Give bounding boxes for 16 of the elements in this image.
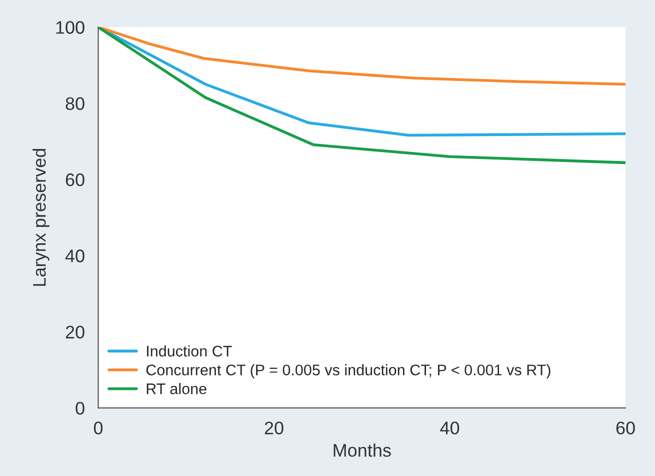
y-tick-label: 100 xyxy=(56,21,84,34)
legend-label: Concurrent CT (P = 0.005 vs induction CT; P < 0.001 vs RT) xyxy=(146,364,550,378)
legend-label: Induction CT xyxy=(147,345,232,357)
x-tick-label: 20 xyxy=(264,422,284,434)
line-series xyxy=(98,27,626,164)
y-tick-label: 20 xyxy=(66,326,84,338)
x-axis-title: Months xyxy=(334,444,391,457)
y-tick-label: 40 xyxy=(65,250,84,262)
y-axis-title: Larynx preserved xyxy=(32,148,50,286)
x-tick-label: 60 xyxy=(616,422,635,434)
legend-label: RT alone xyxy=(146,382,206,394)
y-tick-label: 60 xyxy=(66,173,84,186)
y-tick-label: 80 xyxy=(66,97,84,110)
x-tick-label: 40 xyxy=(440,422,460,434)
y-tick-label: 0 xyxy=(76,402,84,415)
x-tick-label: 0 xyxy=(94,422,103,434)
